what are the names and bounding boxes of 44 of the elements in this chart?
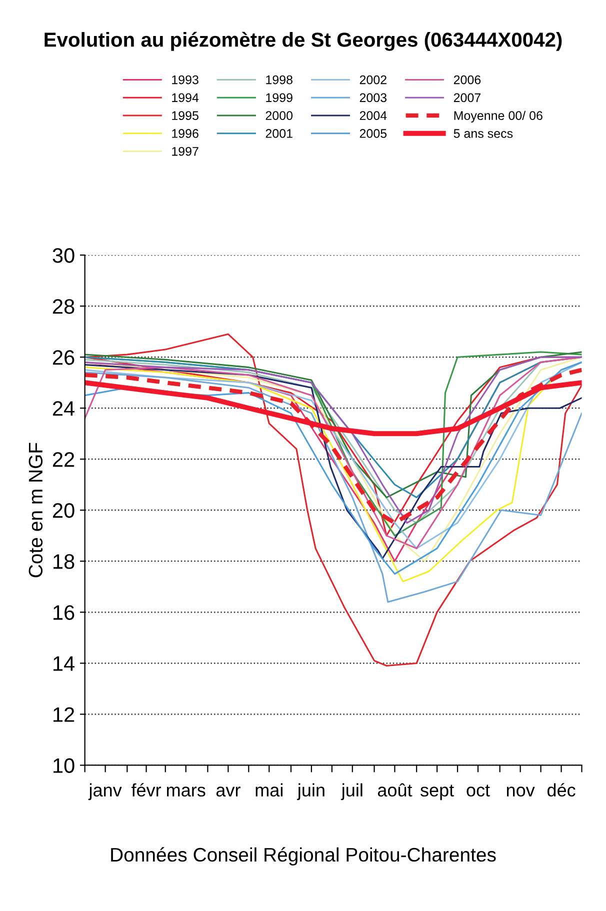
chart-title: Evolution au piézomètre de St Georges (063444X0042) [44,32,562,51]
legend-label: 1998 [266,75,292,84]
x-tick-label: janv [88,783,122,800]
legend-label: 5 ans secs [454,129,513,138]
x-tick-label: avr [216,786,240,797]
y-tick-label: 18 [54,554,74,569]
y-tick-label: 26 [52,350,74,365]
legend-label: 2003 [360,93,387,102]
legend-label: 1997 [172,146,198,156]
line-series [84,333,582,667]
legend-label: 1995 [172,111,198,120]
legend-label: 2000 [266,111,293,120]
x-tick-label: déc [547,783,576,797]
x-tick-label: mai [256,783,282,797]
legend-label: 1999 [266,93,292,102]
x-tick-label: août [378,783,412,797]
legend-label: 2005 [360,129,387,138]
x-tick-label: mars [167,786,206,797]
text: Données Conseil Régional Poitou-Charentes [111,847,496,866]
legend-label: 2002 [360,75,386,84]
x-tick-label: oct [466,784,490,797]
x-tick-label: févr [131,783,162,797]
y-tick-label: 20 [52,503,74,518]
y-axis-title: Cote en m NGF [28,442,43,578]
x-tick-label: juil [340,783,362,800]
y-tick-label: 12 [54,707,74,722]
x-tick-label: nov [506,786,535,797]
y-tick-label: 28 [52,299,74,314]
legend-label: Moyenne 00/ 06 [454,110,542,122]
y-tick-label: 10 [54,758,74,773]
legend-label: 1994 [172,93,199,102]
legend-label: 2004 [360,111,387,120]
legend-label: 2006 [454,75,481,84]
legend-label: 2007 [454,93,480,102]
y-tick-label: 22 [52,452,74,467]
legend-label: 2001 [266,129,292,138]
y-tick-label: 14 [54,656,75,671]
legend-label: 1993 [172,75,198,84]
legend-label: 1996 [172,129,198,138]
y-tick-label: 24 [52,401,75,416]
x-tick-label: sept [420,784,454,800]
y-tick-label: 16 [54,605,74,620]
y-tick-label: 30 [52,248,74,263]
x-tick-label: juin [296,783,324,800]
